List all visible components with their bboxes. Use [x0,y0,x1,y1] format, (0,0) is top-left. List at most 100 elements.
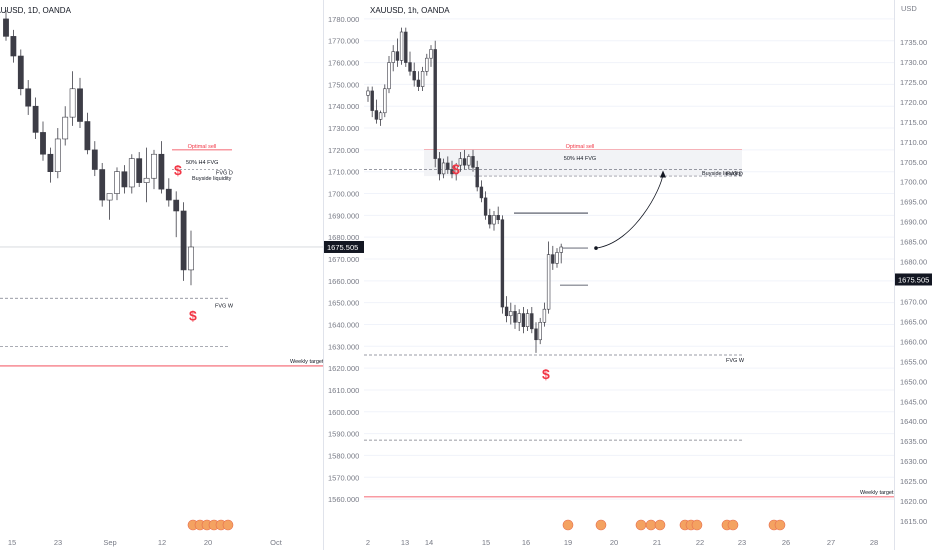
candle-bear [551,254,555,264]
price-axis-tick-label: 1685.00 [900,238,927,247]
x-axis-tick-label: 19 [564,538,572,547]
candle-bear [433,49,437,159]
price-axis-tick-label: 1650.00 [900,377,927,386]
price-axis-tick-label: 1770.000 [328,37,359,46]
candle-bear [416,79,421,87]
price-axis-tick-label: 1750.000 [328,80,359,89]
symbol-label: XAUUSD, 1h, OANDA [370,6,450,15]
level-label-fvg-d: FVG D [726,172,743,178]
currency-label: USD [901,4,917,13]
candle-bull [458,158,463,166]
price-axis-tick-label: 1730.000 [328,124,359,133]
candle-bull [509,311,513,317]
x-axis-tick-label: 15 [8,538,16,547]
x-axis-tick-label: 2 [366,538,370,547]
level-label-weekly-target: Weekly target [860,490,894,496]
candle-bull [429,49,433,59]
level-label-optimal-sell: Optimal sell [566,144,595,150]
level-label-buyside: Buyside liquidity [702,171,742,177]
candle-bear [121,171,128,188]
candle-bull [492,215,496,225]
candle-bear [488,215,492,225]
last-price-badge [324,240,365,253]
x-axis-tick-label: 28 [870,538,878,547]
candle-bull [546,254,551,310]
price-axis-tick-label: 1780.000 [328,15,359,24]
left-chart-canvas[interactable]: XAUUSD, 1D, OANDA Optimal sell 50% H4 FVG F… [0,0,323,550]
price-axis-tick-label: 1560.000 [328,495,359,504]
last-price-badge [895,273,932,286]
candle-bear [165,188,172,201]
candle-bear [462,158,467,166]
economic-event-icon [654,519,666,531]
candle-bull [517,313,521,323]
candle-bear [408,62,412,72]
price-axis-tick-label: 1740.000 [328,102,359,111]
price-axis-tick-label: 1700.00 [900,178,927,187]
price-axis-tick-label: 1635.00 [900,437,927,446]
price-axis-tick-label: 1625.00 [900,477,927,486]
candle-bull [559,246,563,253]
level-label-fvg-w: FVG W [215,303,234,309]
right-price-axis[interactable]: USD 1615.00 1620.00 1625.00 1630.00 1635.00 16… [894,0,932,550]
price-axis-tick-label: 1630.000 [328,342,359,351]
candle-bull [106,193,113,201]
economic-event-icon [645,519,657,531]
x-axis-tick-label: 20 [204,538,212,547]
candle-bear [99,169,106,201]
economic-event-icon [222,519,234,531]
right-chart-canvas[interactable]: XAUUSD, 1h, OANDA Optimal sell 50% H4 FVG F… [364,0,894,550]
level-label-fvg-w: FVG W [726,358,745,364]
x-axis-tick-label: 23 [54,538,62,547]
price-axis-tick-label: 1670.00 [900,297,927,306]
price-axis-tick-label: 1570.000 [328,473,359,482]
candle-bear [374,110,379,120]
price-axis-tick-label: 1715.00 [900,118,927,127]
candle-bull [525,313,530,327]
x-axis-tick-label: 20 [610,538,618,547]
candle-bear [500,219,505,308]
left-price-axis-canvas: 1560.000 1570.000 1580.000 1590.000 1600.000… [324,15,365,504]
economic-event-icon [562,519,574,531]
candle-bear [3,18,9,37]
price-axis-tick-label: 1600.000 [328,408,359,417]
x-axis-tick-label: Sep [103,538,116,547]
x-axis-tick-label: 22 [696,538,704,547]
last-price-label: 1675.505 [327,243,358,252]
left-chart-pane[interactable]: XAUUSD, 1D, OANDA Optimal sell 50% H4 FVG F… [0,0,323,550]
left-price-axis[interactable]: 1560.000 1570.000 1580.000 1590.000 1600.000… [323,0,365,550]
candle-bear [530,313,534,330]
price-axis-tick-label: 1590.000 [328,430,359,439]
economic-event-icon [635,519,647,531]
x-axis-tick-label: Oct [270,538,283,547]
candle-bull [378,112,383,120]
level-label-fvg-d: FVG D [216,171,233,177]
price-axis-tick-label: 1710.000 [328,168,359,177]
candle-bear [475,167,479,188]
candle-bull [542,308,547,323]
candle-bear [136,158,143,183]
x-axis-tick-label: 15 [482,538,490,547]
price-axis-tick-label: 1660.00 [900,337,927,346]
price-axis-tick-label: 1670.000 [328,255,359,264]
candle-bull [128,158,135,188]
candle-bull [391,51,395,63]
candle-bear [437,158,442,175]
liquidity-dollar-marker: $ [174,162,182,178]
candle-bear [521,313,526,327]
x-axis-tick-label: 16 [522,538,530,547]
price-axis-tick-label: 1760.000 [328,59,359,68]
price-axis-tick-label: 1725.00 [900,78,927,87]
candle-bear [513,311,517,323]
price-axis-tick-label: 1615.00 [900,517,927,526]
candle-bear [25,88,32,107]
right-chart-pane[interactable]: XAUUSD, 1h, OANDA Optimal sell 50% H4 FVG F… [364,0,894,550]
price-axis-tick-label: 1665.00 [900,317,927,326]
price-axis-tick-label: 1580.000 [328,451,359,460]
economic-event-icon [691,519,703,531]
price-axis-tick-label: 1650.000 [328,299,359,308]
economic-event-icon [727,519,739,531]
price-axis-tick-label: 1630.00 [900,457,927,466]
price-axis-tick-label: 1735.00 [900,38,927,47]
